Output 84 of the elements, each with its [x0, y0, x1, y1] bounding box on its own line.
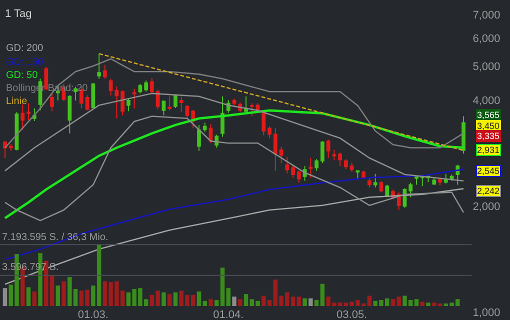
candlestick: [291, 164, 295, 178]
text: 3,450: [477, 121, 500, 131]
candlestick: [150, 78, 154, 96]
candlestick: [174, 94, 178, 108]
x-tick-label: 01.04.: [213, 309, 244, 320]
candlestick: [120, 90, 125, 116]
text: 2,931: [477, 145, 500, 155]
y-tick-label: 7,000: [472, 9, 500, 22]
candlestick: [385, 184, 390, 198]
x-tick-label: 03.05.: [336, 309, 368, 320]
line-series: [4, 58, 464, 148]
candlestick: [197, 124, 201, 152]
candlestick: [462, 116, 466, 154]
candlestick: [268, 126, 272, 139]
line-series: [4, 188, 464, 285]
y-tick-label: 1,000: [472, 307, 500, 320]
candlestick: [438, 178, 442, 186]
text: GD: 150: [6, 57, 44, 68]
candlestick: [108, 78, 113, 96]
text: 2,242: [477, 186, 500, 196]
candlestick: [85, 94, 90, 111]
candlestick: [285, 156, 290, 174]
candlestick: [420, 176, 424, 187]
candlestick: [162, 100, 166, 116]
text: 3,335: [477, 131, 500, 141]
candlestick: [185, 104, 190, 118]
line-series: [4, 92, 464, 182]
candlestick: [132, 88, 136, 109]
candlestick: [368, 177, 372, 188]
candlestick: [168, 96, 172, 111]
y-tick-label: 5,000: [472, 60, 500, 73]
candlestick: [362, 170, 366, 180]
candlestick: [350, 162, 354, 173]
text: 1 Tag: [5, 8, 32, 20]
candlestick: [273, 128, 278, 172]
candlestick: [308, 158, 313, 178]
candlestick: [408, 182, 413, 198]
candlestick: [444, 173, 448, 184]
candlestick: [32, 108, 36, 122]
candlestick: [68, 94, 72, 134]
line-series: [4, 168, 464, 260]
candlestick: [8, 144, 13, 152]
candlestick: [296, 170, 301, 184]
candlestick: [314, 158, 318, 172]
candlestick: [138, 83, 142, 94]
candlestick: [379, 180, 384, 193]
candlestick: [102, 64, 107, 80]
candlestick: [279, 146, 284, 164]
candlestick: [326, 139, 330, 159]
candlestick: [202, 122, 207, 132]
candlestick: [3, 140, 7, 159]
candlestick: [114, 86, 119, 119]
candlestick: [356, 170, 360, 180]
candlestick: [262, 110, 266, 136]
text: GD: 50: [6, 70, 38, 81]
candlestick: [338, 152, 342, 167]
y-tick-label: 6,000: [472, 33, 500, 45]
text: Linie: [6, 96, 28, 107]
y-tick-label: 2,000: [472, 201, 500, 214]
text: 2,545: [477, 166, 500, 176]
candlestick: [26, 102, 30, 121]
candlestick: [220, 96, 224, 138]
candlestick: [91, 82, 96, 109]
candlestick: [456, 164, 460, 186]
candlestick: [320, 140, 324, 164]
x-tick-label: 01.03.: [78, 309, 108, 320]
candlestick: [373, 173, 378, 188]
candlestick: [344, 158, 348, 170]
candlestick: [97, 53, 101, 80]
y-tick-label: 4,000: [472, 95, 500, 108]
candlestick: [432, 178, 436, 186]
candlestick: [126, 98, 130, 112]
candlestick: [332, 149, 336, 161]
candlestick: [250, 102, 254, 117]
text: GD: 200: [6, 43, 44, 54]
candlestick: [20, 104, 25, 131]
candlestick: [414, 175, 418, 186]
candlestick: [156, 89, 160, 110]
text: 3,565: [477, 110, 500, 120]
candlestick: [244, 96, 248, 113]
candlestick: [50, 92, 54, 112]
candlestick: [179, 96, 184, 113]
candlestick: [144, 80, 148, 92]
candlestick: [232, 98, 236, 106]
